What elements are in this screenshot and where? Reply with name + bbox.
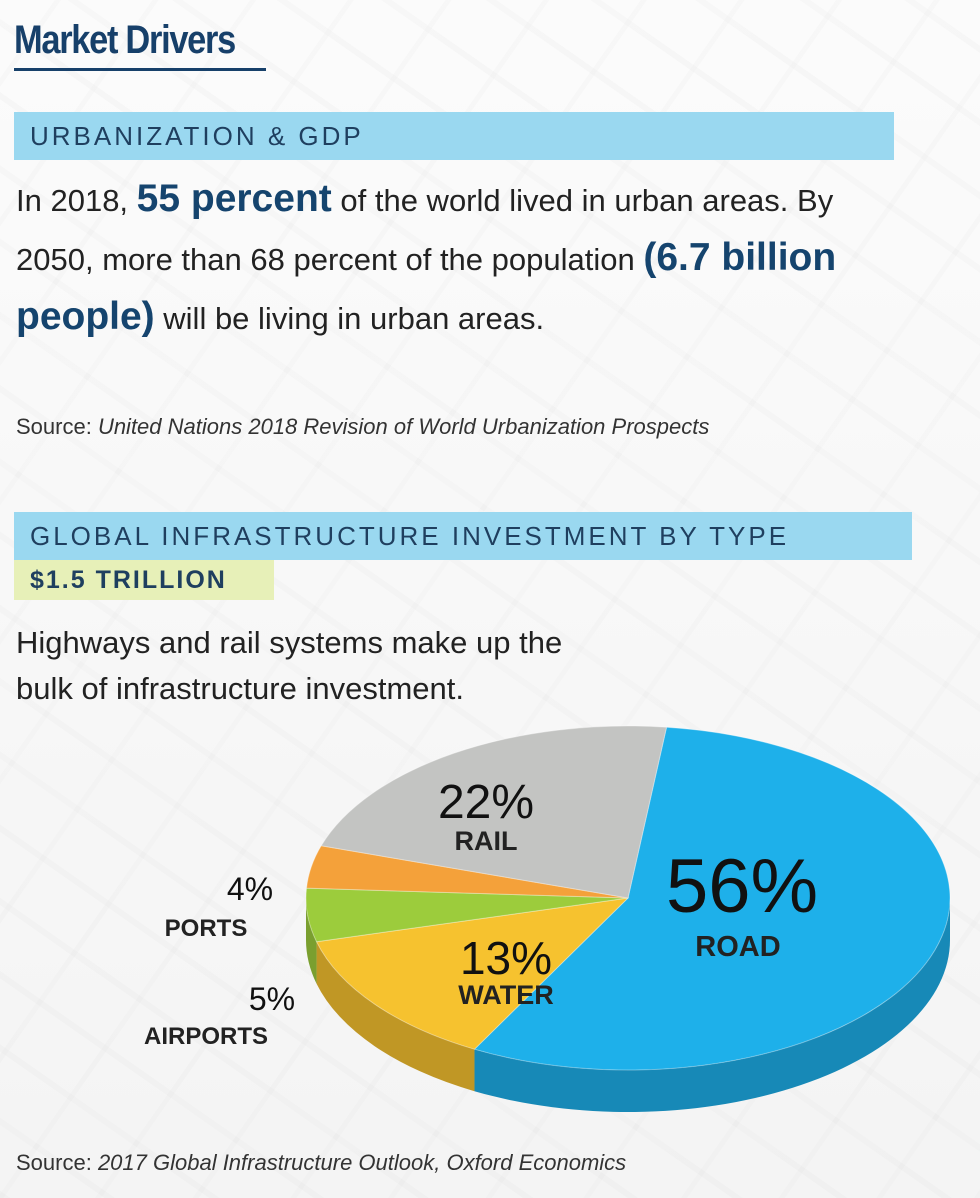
source-urbanization: Source: United Nations 2018 Revision of … (16, 414, 709, 440)
source-title: 2017 Global Infrastructure Outlook, Oxfo… (97, 1150, 627, 1175)
highlight-billion-people: (6.7 billion people) (16, 236, 837, 338)
data-label-water-name: WATER (458, 980, 554, 1010)
source-prefix: Source: (16, 1150, 98, 1175)
pie-side-road (474, 898, 950, 1112)
infrastructure-paragraph: Highways and rail systems make up the bu… (16, 625, 563, 706)
data-label-airports-name: AIRPORTS (144, 1023, 268, 1050)
title-underline (14, 68, 266, 71)
urbanization-paragraph: In 2018, 55 percent of the world lived i… (16, 170, 916, 347)
data-label-rail-value: 22% (438, 776, 534, 829)
highlight-55-percent: 55 percent (136, 177, 332, 220)
source-title: United Nations 2018 Revision of World Ur… (97, 414, 710, 439)
text-run: In 2018, (16, 183, 137, 218)
pie-slice-water (315, 897, 630, 1050)
pie-slice-road (473, 726, 951, 1071)
text-run: will be living in urban areas. (154, 301, 545, 336)
data-label-ports-name: PORTS (165, 915, 248, 942)
text-run: of the world lived in urban areas. By 20… (16, 183, 834, 277)
pie-sides (306, 898, 950, 1112)
pie-side-airports (306, 898, 317, 984)
section-heading-infrastructure: GLOBAL INFRASTRUCTURE INVESTMENT BY TYPE (14, 512, 912, 560)
data-label-ports-value: 4% (227, 871, 273, 907)
pie-slice-ports (305, 845, 629, 899)
data-label-airports-value: 5% (249, 981, 295, 1017)
source-infrastructure: Source: 2017 Global Infrastructure Outlo… (16, 1150, 626, 1176)
total-investment-badge: $1.5 TRILLION (14, 560, 274, 600)
data-label-water-value: 13% (460, 932, 552, 984)
section-heading-urbanization: URBANIZATION & GDP (14, 112, 894, 160)
page-title: Market Drivers (14, 18, 236, 62)
pie-side-water (316, 941, 475, 1092)
data-label-road-name: ROAD (695, 931, 780, 963)
pie-tops (305, 725, 951, 1071)
data-label-rail-name: RAIL (455, 826, 518, 856)
data-label-road-value: 56% (666, 844, 818, 929)
pie-slice-airports (305, 887, 629, 943)
pie-slice-rail (320, 725, 668, 899)
pie-labels: 56%ROAD 13%WATER 5% AIRPORTS 4% PORTS 22%RAIL (144, 776, 818, 1050)
source-prefix: Source: (16, 414, 98, 439)
